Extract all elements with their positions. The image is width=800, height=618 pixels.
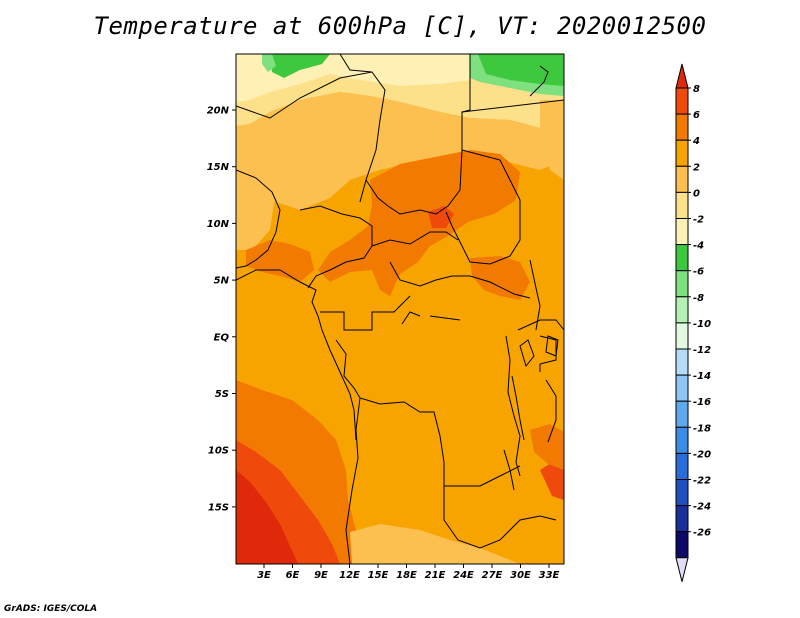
colorbar-label: 8: [693, 84, 700, 95]
field-warm-east: [470, 256, 530, 300]
colorbar-top-arrow: [675, 63, 689, 89]
colorbar-label: -26: [693, 528, 711, 539]
lon-label: 15E: [368, 570, 389, 581]
lon-label: 27E: [482, 570, 503, 581]
colorbar-label: -22: [693, 476, 711, 487]
colorbar-swatch: [675, 244, 689, 272]
lat-label: 5S: [215, 389, 229, 400]
field-west-coast-light: [236, 160, 276, 250]
field-se-warm: [540, 460, 564, 500]
grads-credit: GrADS: IGES/COLA: [4, 604, 98, 614]
field-warm-central: [318, 150, 520, 296]
field-se-warm2: [530, 424, 564, 470]
field-green-right: [478, 54, 564, 86]
colorbar-swatch: [675, 374, 689, 402]
colorbar-swatch: [675, 87, 689, 115]
coastlines: [236, 65, 559, 491]
colorbar-label: 0: [693, 188, 700, 199]
colorbar-swatch: [675, 218, 689, 246]
colorbar-swatch: [675, 296, 689, 324]
colorbar-swatch: [675, 505, 689, 533]
colorbar-swatch: [675, 348, 689, 376]
colorbar-label: -4: [693, 241, 704, 252]
lon-label: 12E: [339, 570, 360, 581]
colorbar-label: -12: [693, 345, 711, 356]
colorbar-swatch: [675, 452, 689, 480]
lon-label: 9E: [314, 570, 328, 581]
colorbar-label: -6: [693, 267, 704, 278]
colorbar-swatch: [675, 191, 689, 219]
colorbar-label: -20: [693, 449, 711, 460]
colorbar-label: 4: [692, 136, 700, 147]
colorbar-swatch: [675, 139, 689, 167]
colorbar-label: -18: [693, 423, 711, 434]
lat-label: 15N: [207, 162, 230, 173]
colorbar-label: -16: [693, 397, 711, 408]
lon-label: 6E: [286, 570, 300, 581]
lon-label: 18E: [396, 570, 417, 581]
field-green-left-light: [262, 54, 276, 72]
colorbar-label: -10: [693, 319, 711, 330]
colorbar-swatch: [675, 113, 689, 141]
field-warm-west: [246, 240, 314, 282]
lon-label: 21E: [425, 570, 446, 581]
lat-label: 15S: [208, 502, 229, 513]
colorbar-swatch: [675, 400, 689, 428]
field-warm-hot-core: [428, 206, 454, 228]
field-green-left: [270, 54, 330, 78]
lon-label: 30E: [510, 570, 531, 581]
colorbar: 8 6 4 2 0 -2 -4 -6 -8 -10 -12 -14 -16 -18 -20 -22 -24 -26: [675, 63, 711, 582]
colorbar-label: -24: [693, 502, 711, 513]
map-frame: [235, 53, 565, 565]
temperature-map: [236, 54, 564, 564]
latitude-axis: 20N 15N 10N 5N EQ 5S 10S 15S: [207, 106, 236, 513]
colorbar-swatch: [675, 531, 689, 559]
lat-label: EQ: [214, 332, 230, 343]
colorbar-bottom-arrow: [675, 557, 689, 582]
colorbar-swatch: [675, 165, 689, 193]
colorbar-label: 6: [693, 110, 700, 121]
chart-title: Temperature at 600hPa [C], VT: 202001250…: [93, 12, 707, 40]
colorbar-label: -14: [693, 371, 711, 382]
country-borders: [236, 54, 564, 564]
lat-label: 10S: [208, 446, 229, 457]
field-west-light: [236, 92, 564, 210]
field-sw-hottest: [236, 470, 298, 564]
colorbar-label: 2: [693, 162, 700, 173]
colorbar-swatch: [675, 270, 689, 298]
colorbar-swatch: [675, 322, 689, 350]
colorbar-label: -2: [693, 215, 704, 226]
lon-label: 33E: [539, 570, 560, 581]
colorbar-label: -8: [693, 293, 704, 304]
colorbar-swatch: [675, 426, 689, 454]
longitude-axis: 3E 6E 9E 12E 15E 18E 21E 24E 27E 30E 33E: [257, 564, 560, 581]
lat-label: 10N: [207, 219, 230, 230]
lat-label: 5N: [214, 276, 230, 287]
lat-label: 20N: [207, 106, 230, 117]
colorbar-swatch: [675, 479, 689, 507]
lon-label: 24E: [453, 570, 474, 581]
field-east-light: [540, 100, 564, 180]
field-south-light: [350, 524, 520, 564]
lon-label: 3E: [257, 570, 271, 581]
